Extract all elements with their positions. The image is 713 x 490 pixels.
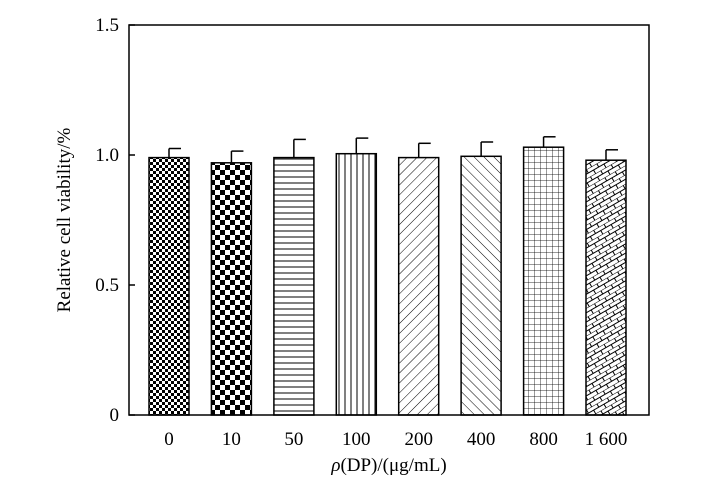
- error-bar-5: [480, 141, 494, 157]
- y-axis-title: Relative cell viability/%: [54, 127, 75, 312]
- error-bar-3: [355, 137, 369, 154]
- x-tick-label-4: 200: [404, 429, 433, 450]
- bar-4: [397, 156, 440, 416]
- x-tick-label-3: 100: [342, 429, 371, 450]
- x-axis-title-rest: (DP)/(μg/mL): [340, 455, 446, 476]
- error-bar-7: [605, 149, 618, 161]
- x-tick-label-1: 10: [222, 429, 241, 450]
- bar-7: [585, 159, 627, 416]
- bar-6: [522, 146, 565, 416]
- x-axis: 0 10 50 100 200 400 800 1 600: [164, 429, 627, 450]
- error-bar-1: [230, 150, 244, 163]
- x-tick-label-2: 50: [284, 429, 303, 450]
- error-bars-layer: [168, 136, 618, 163]
- x-tick-label-6: 800: [529, 429, 558, 450]
- y-tick-label-3: 1.5: [95, 15, 119, 36]
- y-axis: 0 0.5 1.0 1.5: [95, 15, 135, 426]
- bar-5: [460, 155, 502, 416]
- y-tick-label-1: 0.5: [95, 275, 119, 296]
- error-bar-0: [168, 147, 181, 158]
- bar-0: [148, 156, 190, 416]
- x-tick-label-5: 400: [467, 429, 496, 450]
- error-bar-4: [417, 142, 431, 158]
- bar-1: [210, 162, 253, 416]
- error-bar-6: [542, 136, 556, 148]
- y-tick-label-2: 1.0: [95, 145, 119, 166]
- x-axis-title: ρ(DP)/(μg/mL): [330, 455, 446, 476]
- x-axis-title-symbol: ρ: [330, 455, 340, 476]
- error-bar-2: [293, 138, 306, 158]
- bar-3: [335, 152, 378, 416]
- bars-layer: [148, 146, 627, 416]
- y-tick-label-0: 0: [110, 405, 120, 426]
- plot-frame: [128, 24, 650, 416]
- bar-2: [273, 156, 315, 416]
- x-tick-label-0: 0: [164, 429, 174, 450]
- x-tick-label-7: 1 600: [585, 429, 628, 450]
